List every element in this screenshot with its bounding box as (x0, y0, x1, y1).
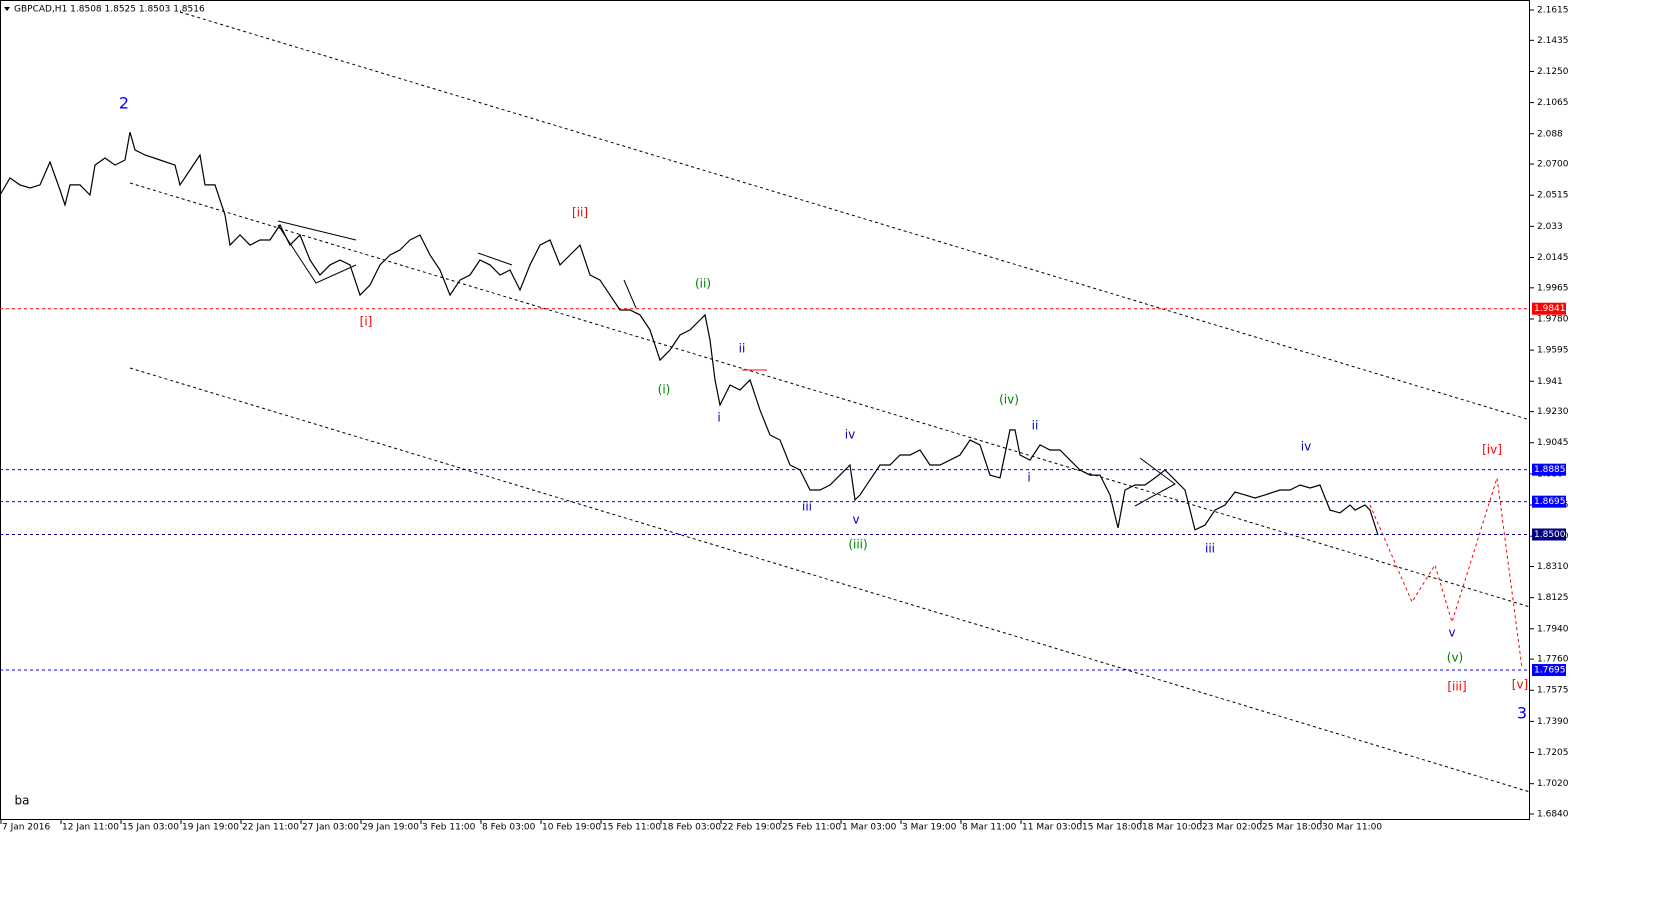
y-tick-label: 2.1615 (1537, 6, 1569, 16)
wave-label: (iv) (999, 393, 1019, 407)
x-tick-label: 18 Feb 03:00 (662, 823, 721, 833)
wave-label: 3 (1517, 704, 1527, 723)
level-label: 1.8885 (1534, 465, 1566, 475)
y-tick-label: 1.7575 (1537, 686, 1569, 696)
y-tick-label: 1.6840 (1537, 810, 1569, 820)
pattern-line (477, 252, 513, 266)
level-tag (1532, 664, 1566, 677)
x-tick-label: 25 Feb 11:00 (782, 823, 841, 833)
x-tick-label: 8 Feb 03:00 (482, 823, 536, 833)
channel-line (179, 11, 1531, 421)
y-tick-label: 1.9595 (1537, 346, 1569, 356)
annotations: 2 [i] [ii] (ii) (i) ii i iv iii v (iii) … (15, 94, 1529, 808)
wave-label: ii (1032, 419, 1039, 433)
y-tick-label: 2.1250 (1537, 67, 1569, 77)
menu-icon (4, 7, 10, 11)
wave-label: iii (802, 500, 812, 514)
x-tick-label: 19 Jan 19:00 (182, 823, 239, 833)
x-tick-label: 29 Jan 19:00 (362, 823, 419, 833)
x-tick-label: 7 Jan 2016 (2, 823, 50, 833)
indicator-label: ba (15, 794, 30, 808)
wave-label: [i] (360, 315, 373, 329)
wave-label: iii (1205, 542, 1215, 556)
wave-label: iv (845, 428, 855, 442)
y-tick-label: 2.1065 (1537, 98, 1569, 108)
y-tick-label: 1.8125 (1537, 593, 1569, 603)
plot-frame (0, 0, 1530, 820)
wave-label: v (852, 513, 859, 527)
channels (129, 11, 1531, 793)
level-tag (1532, 463, 1566, 476)
forecast-path (1369, 477, 1523, 669)
wave-label: [ii] (572, 206, 588, 220)
x-tick-label: 3 Mar 19:00 (902, 823, 957, 833)
channel-line (129, 367, 1531, 793)
x-tick-label: 15 Feb 11:00 (602, 823, 661, 833)
x-tick-label: 27 Jan 03:00 (302, 823, 359, 833)
wave-label: i (1027, 471, 1030, 485)
wave-label: 2 (119, 94, 129, 113)
x-tick-label: 22 Jan 11:00 (242, 823, 299, 833)
x-tick-label: 18 Mar 10:00 (1142, 823, 1202, 833)
y-tick-label: 2.1435 (1537, 36, 1569, 46)
level-tag (1532, 528, 1566, 541)
x-tick-label: 12 Jan 11:00 (62, 823, 119, 833)
wave-label: v (1448, 626, 1455, 640)
channel-line (129, 182, 1531, 608)
wave-label: ii (739, 342, 746, 356)
wave-label: (iii) (848, 538, 867, 552)
y-tick-label: 1.7390 (1537, 717, 1569, 727)
y-tick-label: 2.0145 (1537, 253, 1569, 263)
x-tick-label: 11 Mar 03:00 (1022, 823, 1082, 833)
x-tick-label: 8 Mar 11:00 (962, 823, 1017, 833)
x-tick-label: 15 Mar 18:00 (1082, 823, 1142, 833)
level-label: 1.7695 (1534, 666, 1566, 676)
y-tick-label: 1.7940 (1537, 624, 1569, 634)
y-tick-label: 1.9045 (1537, 438, 1569, 448)
wave-label: [iii] (1447, 680, 1466, 694)
x-tick-label: 25 Mar 18:00 (1262, 823, 1322, 833)
wave-label: i (717, 411, 720, 425)
level-tag (1532, 302, 1566, 315)
y-tick-label: 1.7205 (1537, 748, 1569, 758)
y-tick-label: 1.9965 (1537, 283, 1569, 293)
x-tick-label: 30 Mar 11:00 (1322, 823, 1382, 833)
level-label: 1.9841 (1534, 304, 1566, 314)
level-label: 1.8695 (1534, 497, 1566, 507)
x-tick-label: 10 Feb 19:00 (542, 823, 601, 833)
wave-label: (v) (1447, 651, 1463, 665)
wave-label: (i) (658, 383, 671, 397)
chart-title: GBPCAD,H1 1.8508 1.8525 1.8503 1.8516 (14, 5, 205, 15)
y-tick-label: 1.7760 (1537, 655, 1569, 665)
y-tick-label: 2.0515 (1537, 191, 1569, 201)
y-tick-label: 1.7020 (1537, 779, 1569, 789)
level-label: 1.8500 (1534, 530, 1566, 540)
y-tick-label: 1.941 (1537, 377, 1563, 387)
y-tick-label: 2.088 (1537, 129, 1563, 139)
x-tick-label: 3 Feb 11:00 (422, 823, 476, 833)
pattern-line (623, 279, 637, 309)
price-line (0, 131, 1379, 536)
y-tick-label: 1.9780 (1537, 314, 1569, 324)
x-tick-label: 23 Mar 02:00 (1202, 823, 1262, 833)
x-tick-label: 1 Mar 03:00 (842, 823, 897, 833)
triangle-pattern (1134, 457, 1176, 507)
wave-label: [v] (1512, 678, 1528, 692)
wave-label: iv (1301, 440, 1311, 454)
wave-label: (ii) (695, 277, 711, 291)
x-tick-label: 22 Feb 19:00 (722, 823, 781, 833)
level-tag (1532, 495, 1566, 508)
wave-label: [iv] (1482, 443, 1502, 457)
y-tick-label: 2.0700 (1537, 160, 1569, 170)
y-tick-label: 1.9230 (1537, 407, 1569, 417)
y-tick-label: 2.033 (1537, 222, 1563, 232)
y-tick-label: 1.8310 (1537, 562, 1569, 572)
x-tick-label: 15 Jan 03:00 (122, 823, 179, 833)
